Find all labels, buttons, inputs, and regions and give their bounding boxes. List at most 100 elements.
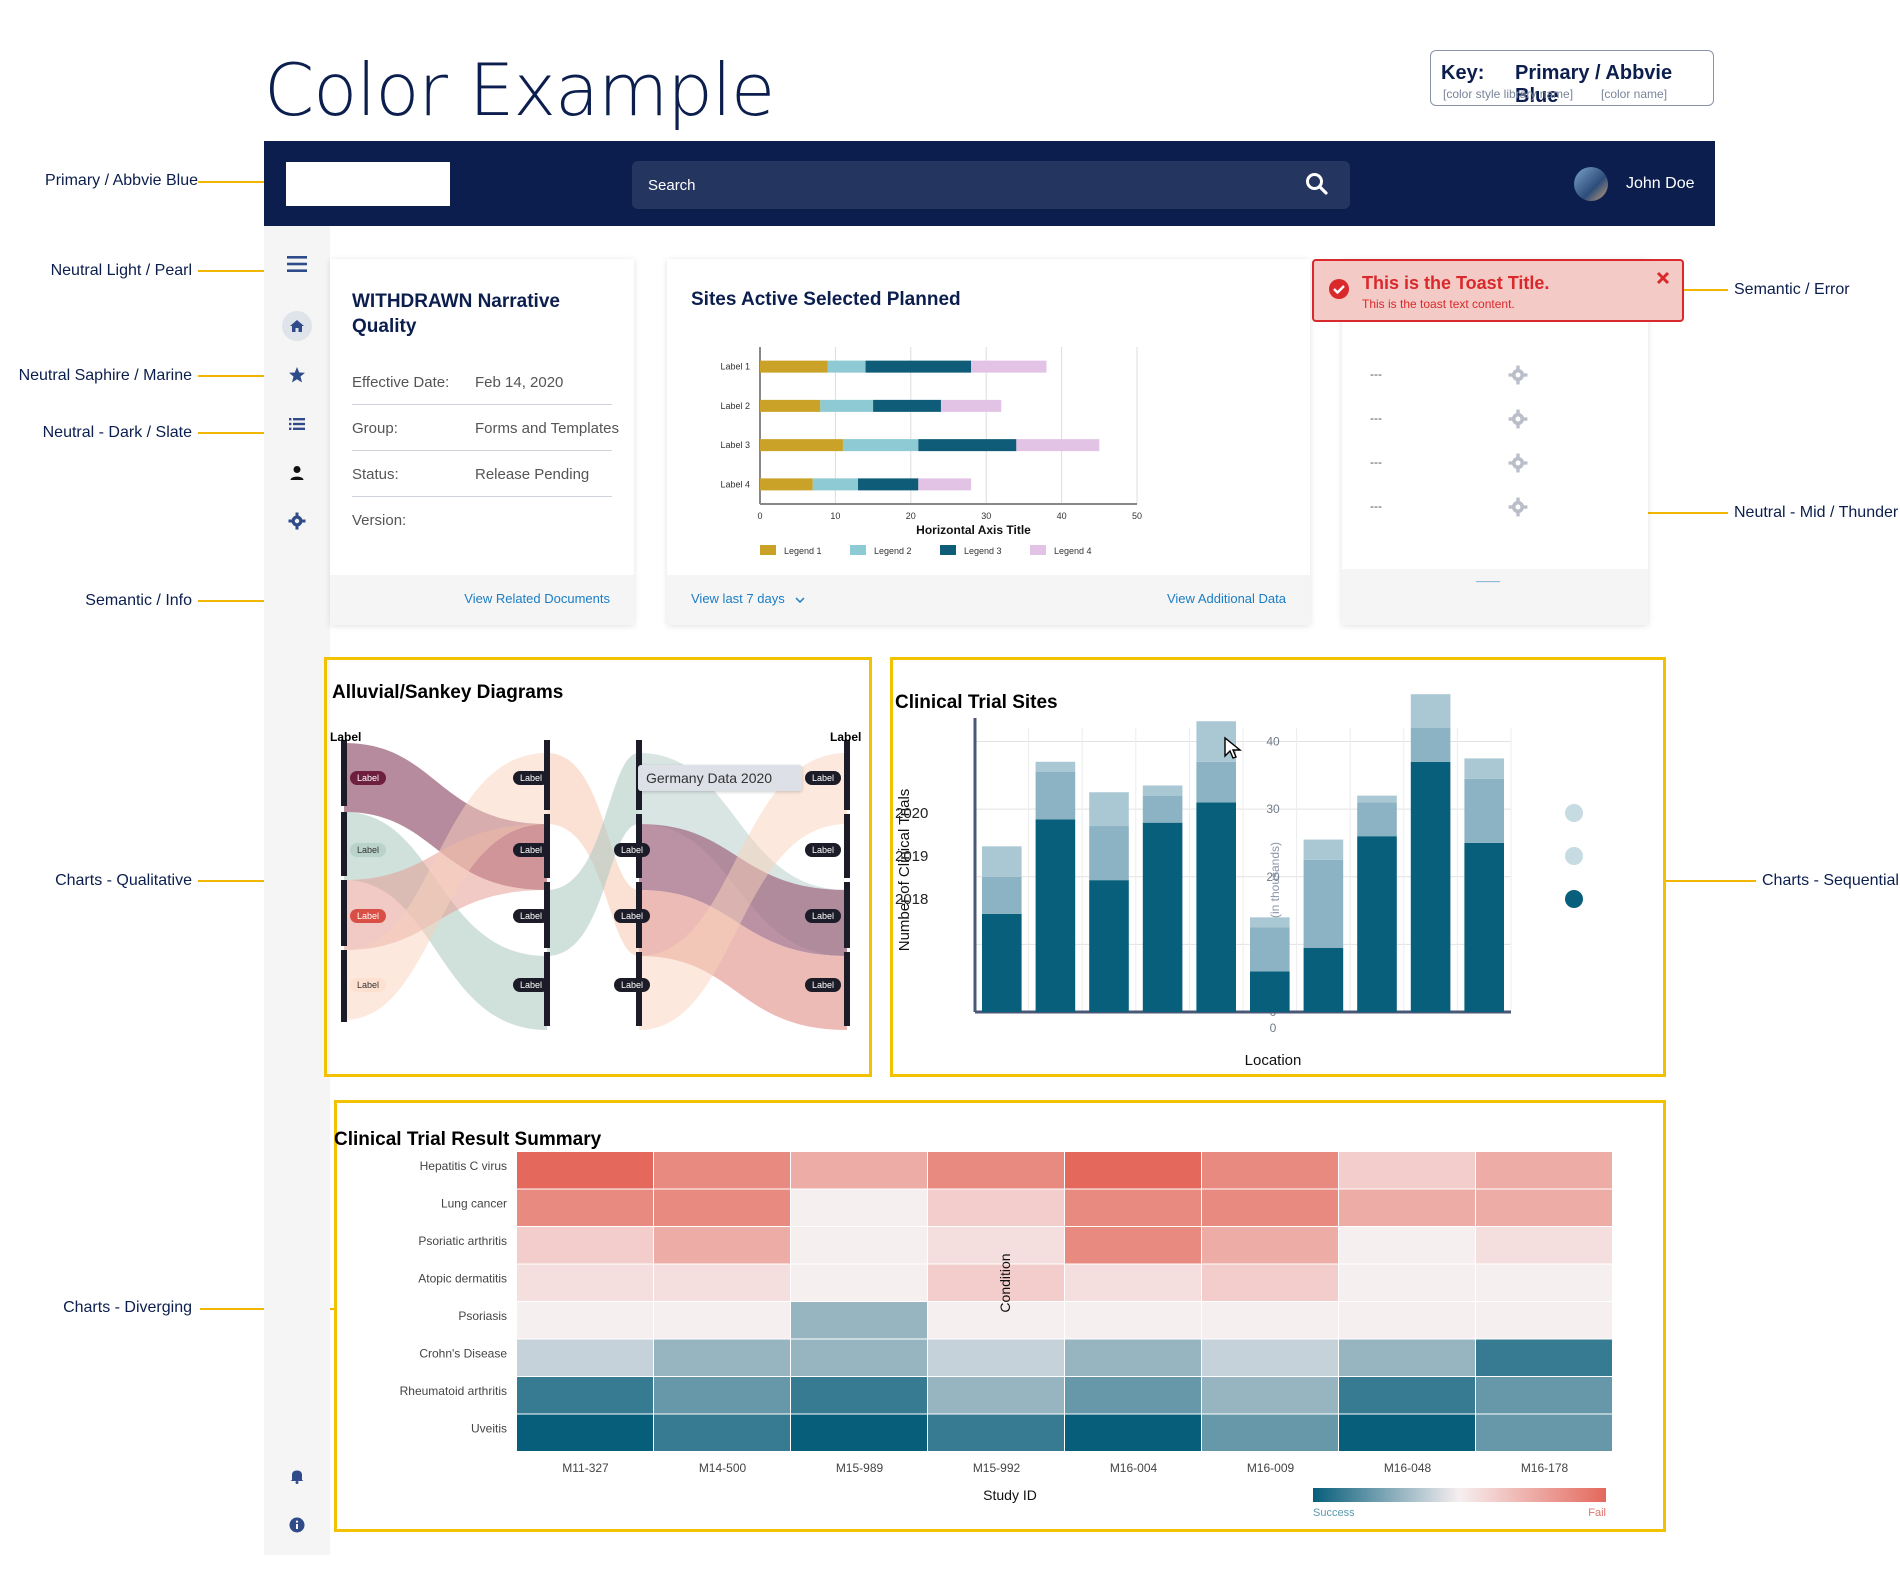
bar-segment bbox=[1357, 836, 1397, 1012]
key-sub-left: [color style library name] bbox=[1443, 87, 1574, 101]
toast-text: This is the toast text content. bbox=[1362, 297, 1515, 311]
color-key: Key: Primary / Abbvie Blue [color style … bbox=[1430, 50, 1714, 107]
view-additional-data-link[interactable]: View Additional Data bbox=[1166, 591, 1286, 606]
gear-icon[interactable] bbox=[1508, 453, 1528, 473]
x-tick-label: 20 bbox=[906, 511, 916, 521]
x-axis-title: Horizontal Axis Title bbox=[916, 523, 1031, 537]
heatmap-cell bbox=[1339, 1264, 1475, 1301]
heatmap-cell bbox=[928, 1339, 1064, 1376]
scale-low-label: Success bbox=[1313, 1507, 1355, 1519]
horizontal-stacked-bar-chart: 0 10 20 30 40 50 Label 1 Label 2 Label 3 Label 4 H… bbox=[720, 347, 1142, 556]
annotation-line bbox=[198, 375, 286, 377]
user-name[interactable]: John Doe bbox=[1626, 175, 1695, 192]
x-tick-label: 40 bbox=[1057, 511, 1067, 521]
field-label: Status: bbox=[352, 466, 399, 483]
heatmap-cell bbox=[928, 1414, 1064, 1451]
heatmap-cell bbox=[1202, 1152, 1338, 1189]
bar-segment bbox=[1089, 880, 1129, 1012]
sankey-node-label: Label bbox=[614, 843, 651, 857]
heatmap-chart: Clinical Trial Result Summary Hepatitis C… bbox=[334, 1129, 1612, 1519]
x-axis-title: Location bbox=[1245, 1052, 1302, 1069]
bar-segment bbox=[1410, 694, 1451, 728]
legend-label: 2018 bbox=[895, 891, 928, 908]
legend-swatch bbox=[1030, 545, 1046, 555]
bar-segment bbox=[820, 399, 874, 412]
logo-placeholder[interactable] bbox=[286, 162, 450, 206]
list-item: --- bbox=[1370, 411, 1382, 425]
sankey-node-label: Label bbox=[805, 843, 842, 857]
home-icon[interactable] bbox=[282, 311, 312, 341]
y-tick-label: 40 bbox=[1266, 735, 1280, 749]
list-icon[interactable] bbox=[282, 409, 312, 439]
y-axis-title: Number of Clinical Trials bbox=[896, 789, 913, 952]
heatmap-cell bbox=[517, 1339, 653, 1376]
gear-icon[interactable] bbox=[1508, 497, 1528, 517]
heatmap-cell bbox=[517, 1302, 653, 1339]
bar-segment bbox=[760, 478, 813, 491]
y-tick-label: Label 1 bbox=[720, 362, 750, 372]
gear-icon[interactable] bbox=[282, 506, 312, 536]
y-tick-label: Rheumatoid arthritis bbox=[400, 1384, 507, 1398]
heatmap-cell bbox=[1202, 1339, 1338, 1376]
search-icon[interactable] bbox=[1304, 171, 1330, 197]
annotation-line bbox=[198, 880, 324, 882]
x-axis-title: Study ID bbox=[983, 1487, 1037, 1503]
annotation-charts-diverging: Charts - Diverging bbox=[63, 1299, 192, 1316]
avatar[interactable] bbox=[1574, 167, 1608, 201]
heatmap-cell bbox=[1339, 1302, 1475, 1339]
bar-segment bbox=[1142, 785, 1183, 796]
heatmap-cell bbox=[1476, 1377, 1612, 1414]
sankey-node-label: Label bbox=[513, 843, 550, 857]
y-tick-label: Hepatitis C virus bbox=[420, 1159, 507, 1173]
bar-segment bbox=[1142, 822, 1183, 1012]
footer-link[interactable]: ——— bbox=[1476, 577, 1500, 586]
error-check-icon bbox=[1329, 279, 1349, 299]
heatmap-cell bbox=[1476, 1227, 1612, 1264]
page-title: Color Example bbox=[264, 48, 775, 132]
annotation-neutral-dark: Neutral - Dark / Slate bbox=[42, 424, 192, 441]
view-last-7-days-dropdown[interactable]: View last 7 days bbox=[691, 591, 785, 606]
bar-segment bbox=[873, 399, 941, 412]
bar-segment bbox=[1357, 802, 1397, 837]
bar-segment bbox=[858, 478, 919, 491]
close-icon[interactable] bbox=[1656, 271, 1670, 285]
heatmap-cell bbox=[1476, 1302, 1612, 1339]
heatmap-cell bbox=[654, 1414, 790, 1451]
view-related-documents-link[interactable]: View Related Documents bbox=[464, 591, 610, 606]
y-tick-label: Label 3 bbox=[720, 440, 750, 450]
info-icon[interactable] bbox=[282, 1510, 312, 1540]
y-tick-label: 20 bbox=[1266, 870, 1280, 884]
bar-segment bbox=[1035, 761, 1076, 772]
gear-icon[interactable] bbox=[1508, 409, 1528, 429]
bar-segment bbox=[971, 360, 1047, 373]
bar-segment bbox=[982, 913, 1022, 1012]
star-icon[interactable] bbox=[282, 360, 312, 390]
chevron-down-icon[interactable] bbox=[795, 597, 805, 603]
menu-icon[interactable] bbox=[282, 249, 312, 279]
heatmap-cell bbox=[1339, 1227, 1475, 1264]
sites-chart-frame: Clinical Trial Sites0102030400Number of … bbox=[890, 657, 1666, 1077]
annotation-neutral-saphire: Neutral Saphire / Marine bbox=[18, 367, 192, 384]
sankey-node-label: Label bbox=[350, 909, 387, 923]
person-icon[interactable] bbox=[282, 458, 312, 488]
legend-swatch bbox=[850, 545, 866, 555]
bar-segment bbox=[940, 399, 1002, 412]
bar-segment bbox=[760, 360, 828, 373]
heatmap-cell bbox=[517, 1264, 653, 1301]
heatmap-cell bbox=[928, 1302, 1064, 1339]
y-tick-label: Uveitis bbox=[471, 1422, 507, 1436]
x-tick-label: 0 bbox=[757, 511, 762, 521]
bell-icon[interactable] bbox=[282, 1461, 312, 1491]
gear-icon[interactable] bbox=[1508, 365, 1528, 385]
legend-swatch bbox=[940, 545, 956, 555]
y-tick-label: Label 2 bbox=[720, 401, 750, 411]
bar-segment bbox=[1410, 728, 1451, 762]
sankey-node-label: Label bbox=[805, 771, 842, 785]
bar-segment bbox=[1464, 778, 1504, 843]
sankey-title: Alluvial/Sankey Diagrams bbox=[332, 682, 564, 703]
bar-segment bbox=[982, 876, 1022, 914]
chart-title: Clinical Trial Sites bbox=[895, 692, 1058, 713]
search-bar[interactable]: Search bbox=[632, 161, 1350, 209]
heatmap-cell bbox=[517, 1227, 653, 1264]
bar-segment bbox=[1035, 819, 1076, 1012]
